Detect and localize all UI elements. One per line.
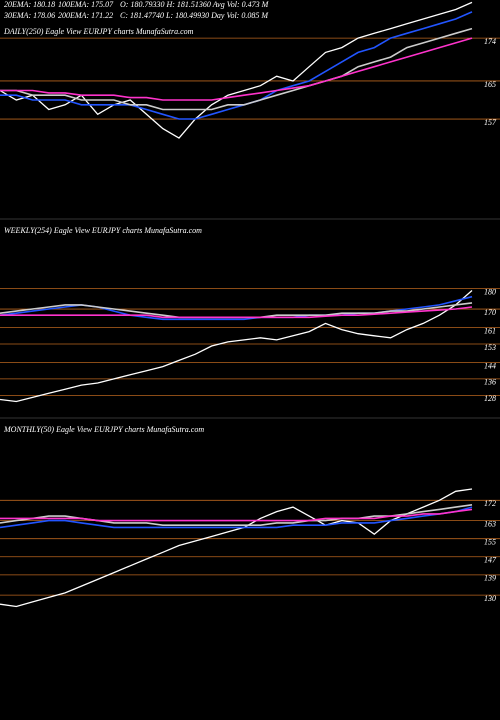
- header-stat: C: 181.47740 L: 180.49930 Day Vol: 0.085…: [120, 11, 269, 20]
- y-tick-label: 147: [484, 556, 497, 565]
- series-line: [0, 508, 473, 522]
- y-tick-label: 155: [484, 538, 496, 547]
- panel-title: MONTHLY(50) Eagle View EURJPY charts Mun…: [3, 425, 204, 434]
- y-tick-label: 174: [484, 37, 496, 46]
- y-tick-label: 172: [484, 499, 496, 508]
- y-tick-label: 139: [484, 574, 496, 583]
- y-tick-label: 161: [484, 326, 496, 335]
- header: 20EMA: 180.18 100EMA: 175.07 O: 180.79330 …: [3, 0, 270, 20]
- header-stat: 20EMA: 180.18: [4, 0, 55, 9]
- header-stat: 100EMA: 175.07: [58, 0, 114, 9]
- panel: MONTHLY(50) Eagle View EURJPY charts Mun…: [0, 417, 500, 608]
- charts: DAILY(250) Eagle View EURJPY charts Muna…: [0, 1, 500, 608]
- header-stat: O: 180.79330 H: 181.51360 Avg Vol: 0.473…: [120, 0, 270, 9]
- header-stat: 200EMA: 171.22: [58, 11, 113, 20]
- series-line: [0, 506, 473, 529]
- series-line: [0, 1, 473, 139]
- panel-title: WEEKLY(254) Eagle View EURJPY charts Mun…: [4, 226, 202, 235]
- series-line: [0, 11, 473, 120]
- y-tick-label: 136: [484, 378, 496, 387]
- y-tick-label: 157: [484, 118, 497, 127]
- y-tick-label: 128: [484, 394, 496, 403]
- header-stat: 30EMA: 178.06: [3, 11, 55, 20]
- panel: DAILY(250) Eagle View EURJPY charts Muna…: [0, 1, 500, 139]
- series-line: [0, 306, 473, 319]
- series-line: [0, 27, 473, 111]
- series-line: [0, 290, 473, 403]
- panel: WEEKLY(254) Eagle View EURJPY charts Mun…: [0, 218, 500, 403]
- y-tick-label: 144: [484, 361, 496, 370]
- y-tick-label: 165: [484, 80, 496, 89]
- y-tick-label: 163: [484, 519, 496, 528]
- y-tick-label: 153: [484, 343, 496, 352]
- series-line: [0, 37, 473, 101]
- y-tick-label: 180: [484, 287, 496, 296]
- y-tick-label: 170: [484, 308, 496, 317]
- panel-title: DAILY(250) Eagle View EURJPY charts Muna…: [3, 27, 194, 36]
- y-tick-label: 130: [484, 594, 496, 603]
